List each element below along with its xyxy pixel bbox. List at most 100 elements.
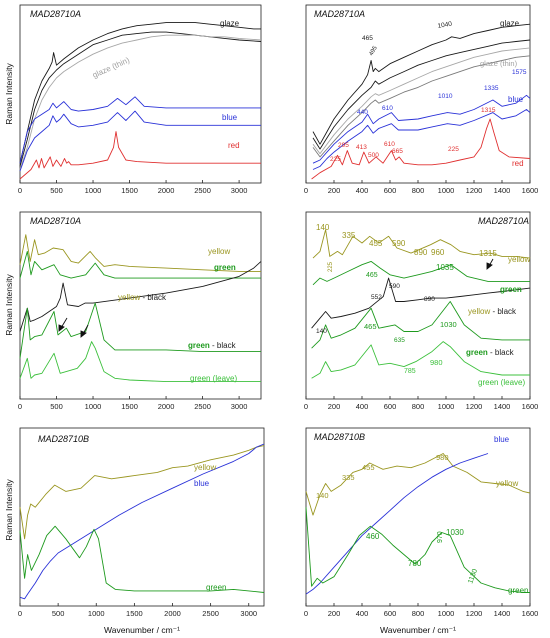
series-label-red: red [228, 141, 240, 150]
x-tick-label: 2500 [202, 609, 219, 618]
series-line-yellow-black [19, 261, 262, 332]
peak-label: 1315 [479, 249, 497, 258]
series-line-red [311, 118, 531, 180]
panel-bottom-left-ylabel: Raman Intensity [4, 479, 14, 541]
series-label-glaze: glaze [220, 19, 240, 28]
panel-bottom-right-xaxis: 0 200 400 600 800 1000 1200 1400 1600 [304, 603, 538, 618]
peak-label: 960 [431, 248, 445, 257]
peak-label: 1035 [436, 263, 454, 272]
panel-middle-right-title: MAD28710A [478, 216, 529, 226]
x-tick-label: 800 [412, 609, 425, 618]
panel-middle-left-xaxis: 0 500 1000 1500 2000 2500 3000 [18, 396, 248, 411]
panel-bottom-right-xlabel: Wavenumber / cm⁻¹ [380, 625, 456, 635]
panel-middle-left-title: MAD28710A [30, 216, 81, 226]
series-line-glaze-thin- [312, 47, 531, 155]
panel-bottom-left-xlabel: Wavenumber / cm⁻¹ [104, 625, 180, 635]
series-label-green-black-part1: green [188, 341, 210, 350]
x-tick-label: 1000 [85, 186, 102, 195]
series-label-green: green [508, 586, 528, 595]
series-line-green [305, 507, 530, 593]
x-tick-label: 2000 [158, 186, 175, 195]
peak-label: 140 [316, 223, 330, 232]
peak-label: 335 [342, 231, 356, 240]
x-tick-label: 2000 [164, 609, 181, 618]
series-line-blue [312, 94, 531, 164]
x-tick-label: 2500 [194, 402, 211, 411]
series-label-yellow-black: yellow - black [468, 307, 517, 316]
series-label-green-black-part2: - black [210, 341, 237, 350]
series-label-glaze-thin: glaze (thin) [480, 59, 518, 68]
x-tick-label: 1500 [126, 609, 143, 618]
x-tick-label: 1000 [438, 402, 455, 411]
peak-label: 890 [414, 248, 428, 257]
panel-bottom-left-title: MAD28710B [38, 434, 89, 444]
x-tick-label: 3000 [231, 186, 248, 195]
peak-label: 455 [362, 463, 375, 472]
series-label-green-black-part1: green [466, 348, 488, 357]
peak-label: 225 [448, 146, 459, 153]
panel-top-right-xaxis: 0 200 400 600 800 1000 1200 1400 1600 [304, 180, 538, 195]
series-line-green-leave- [19, 341, 261, 383]
panel-middle-left-ylabel: Raman Intensity [4, 274, 14, 336]
series-label-green: green [214, 263, 236, 272]
series-line-green-leave- [311, 341, 530, 379]
peak-label: 1335 [484, 85, 499, 92]
x-tick-label: 500 [50, 402, 63, 411]
series-label-glaze-thin: glaze (thin) [91, 55, 131, 79]
series-line-green-black [311, 301, 530, 349]
panel-middle-right-series [311, 229, 531, 379]
x-tick-label: 1200 [466, 609, 483, 618]
panel-top-right-title: MAD28710A [314, 9, 365, 19]
peak-label: 1030 [446, 528, 464, 537]
panel-bottom-left-series [19, 443, 265, 600]
series-label-yellow: yellow [208, 247, 230, 256]
peak-label: 295 [338, 142, 349, 149]
series-line-green [312, 260, 530, 286]
x-tick-label: 1400 [494, 609, 511, 618]
peak-label: 440 [357, 109, 368, 116]
panel-bottom-right-series [305, 453, 531, 595]
series-line-trace-4 [19, 110, 261, 172]
series-label-green-black: green - black [466, 348, 515, 357]
panel-middle-right: MAD28710A 0 200 400 600 800 1000 1200 1400 1600 … [304, 211, 538, 411]
x-tick-label: 1400 [494, 186, 511, 195]
panel-top-right: MAD28710A 0 200 400 600 800 1000 1200 1400 1600 … [304, 4, 538, 195]
panel-top-left-series [19, 22, 262, 180]
series-label-yellow-black-part2: - black [490, 307, 517, 316]
x-tick-label: 400 [356, 186, 369, 195]
series-line-yellow [312, 229, 531, 259]
x-tick-label: 2500 [194, 186, 211, 195]
peak-label: 980 [430, 358, 443, 367]
peak-label: 500 [368, 152, 379, 159]
series-label-green-black-part2: - black [488, 348, 515, 357]
panel-bottom-right-title: MAD28710B [314, 432, 365, 442]
x-tick-label: 3000 [231, 402, 248, 411]
series-line-green [19, 250, 261, 279]
x-tick-label: 3000 [240, 609, 257, 618]
x-tick-label: 200 [328, 186, 341, 195]
panel-top-left-xaxis: 0 500 1000 1500 2000 2500 3000 [18, 180, 248, 195]
x-tick-label: 1600 [522, 186, 539, 195]
peak-label: 495 [369, 45, 380, 57]
peak-label: 460 [366, 532, 380, 541]
series-line-yellow [305, 453, 531, 516]
x-tick-label: 0 [18, 609, 22, 618]
peak-label: 610 [384, 141, 395, 148]
panel-middle-right-frame [305, 211, 531, 400]
panel-bottom-right-frame [305, 427, 531, 607]
x-tick-label: 0 [304, 186, 308, 195]
peak-label: 1130 [467, 568, 479, 585]
peak-label: 225 [328, 261, 334, 272]
arrow-icon [58, 317, 68, 332]
x-tick-label: 1000 [438, 609, 455, 618]
panel-top-left-frame [19, 4, 262, 184]
peak-label: 635 [394, 337, 405, 344]
series-label-green-leave: green (leave) [190, 374, 237, 383]
series-line-yellow [19, 234, 261, 272]
peak-label: 140 [316, 491, 329, 500]
peak-label: 413 [356, 144, 367, 151]
x-tick-label: 1000 [85, 402, 102, 411]
x-tick-label: 500 [50, 186, 63, 195]
panel-middle-right-xaxis: 0 200 400 600 800 1000 1200 1400 1600 [304, 396, 538, 411]
